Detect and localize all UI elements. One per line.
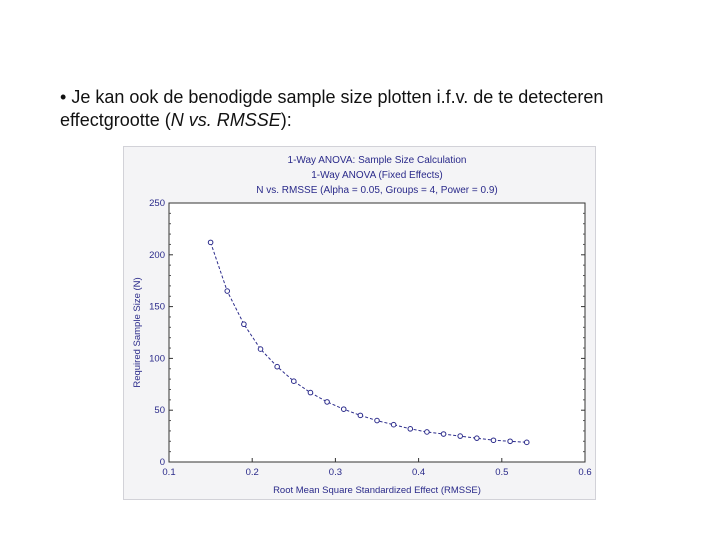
bullet-text-end: ): (280, 110, 292, 130)
data-point (390, 421, 397, 428)
data-point (424, 429, 430, 435)
x-tick-label: 0.3 (329, 467, 342, 478)
y-tick-label: 150 (149, 302, 165, 313)
y-tick-label: 0 (160, 457, 165, 468)
chart-subtitle-2: N vs. RMSSE (Alpha = 0.05, Groups = 4, P… (256, 185, 498, 196)
bullet-symbol: • (60, 87, 67, 107)
data-point (490, 437, 497, 444)
x-tick-label: 0.4 (412, 467, 425, 478)
data-point (474, 435, 480, 441)
sample-size-chart: 1-Way ANOVA: Sample Size Calculation 1-W… (132, 155, 592, 496)
x-tick-label: 0.5 (495, 467, 508, 478)
series-layer (207, 239, 530, 446)
data-point (257, 346, 264, 352)
data-point (324, 399, 330, 405)
data-point (507, 438, 513, 445)
slide-bullet-text: • Je kan ook de benodigde sample size pl… (60, 86, 680, 132)
data-point (357, 412, 364, 419)
data-point (307, 389, 314, 396)
data-point (241, 321, 247, 328)
data-point (274, 363, 280, 370)
axis-ticks: 0.1 0.2 0.3 0.4 0.5 0.6 0 50 100 150 200 250 (149, 198, 591, 478)
bullet-text-main: Je kan ook de benodigde sample size plot… (60, 87, 604, 130)
x-axis-title: Root Mean Square Standardized Effect (RM… (273, 485, 481, 496)
y-tick-label: 100 (149, 353, 165, 364)
bullet-text-italic: N vs. RMSSE (170, 110, 281, 130)
data-point (440, 431, 447, 437)
y-tick-label: 200 (149, 250, 165, 261)
y-tick-label: 250 (149, 198, 165, 209)
data-point (457, 433, 464, 439)
y-axis-title: Required Sample Size (N) (132, 277, 143, 387)
data-point (340, 406, 347, 412)
data-point (291, 378, 297, 384)
chart-title: 1-Way ANOVA: Sample Size Calculation (288, 155, 467, 166)
data-point (207, 239, 214, 246)
data-point (523, 439, 530, 446)
x-tick-label: 0.6 (578, 467, 591, 478)
x-tick-label: 0.2 (246, 467, 259, 478)
series-line (210, 242, 527, 443)
data-point (224, 288, 231, 294)
y-tick-label: 50 (154, 405, 165, 416)
data-point (407, 426, 414, 432)
x-tick-label: 0.1 (162, 467, 175, 478)
data-point (374, 417, 380, 424)
chart-subtitle: 1-Way ANOVA (Fixed Effects) (311, 170, 443, 181)
chart-panel: 1-Way ANOVA: Sample Size Calculation 1-W… (123, 146, 596, 500)
